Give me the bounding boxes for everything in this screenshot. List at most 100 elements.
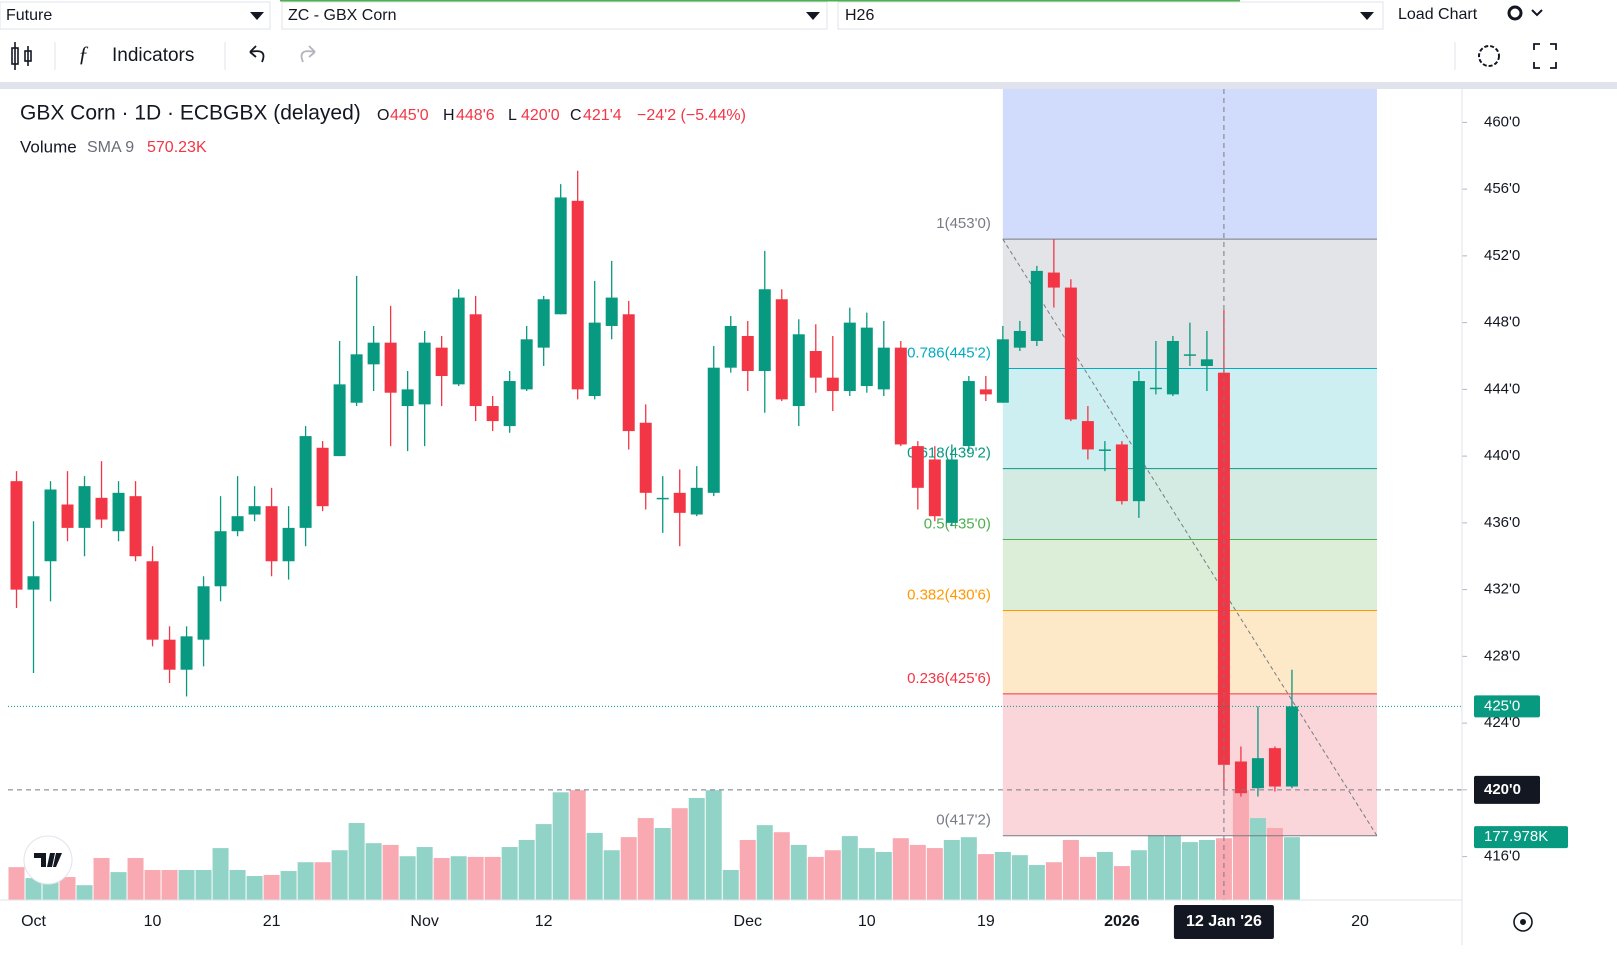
candle-body	[231, 516, 244, 532]
x-tick-label: 2026	[1104, 913, 1140, 930]
volume-bar	[1147, 835, 1164, 900]
volume-label-box	[1474, 826, 1568, 849]
candle-body	[1149, 387, 1162, 390]
fib-label: 0.236(425'6)	[907, 670, 991, 687]
settings-small-icon[interactable]	[1507, 5, 1543, 21]
candle-body	[1115, 444, 1128, 502]
x-tick-label: Oct	[21, 913, 46, 930]
crosshair-price-label: 420'0	[1484, 781, 1521, 798]
candle-body	[928, 459, 941, 517]
fib-extension-zone	[1002, 89, 1377, 240]
candle-body	[129, 496, 142, 557]
candle-body	[1013, 330, 1026, 348]
candle-body	[1064, 287, 1077, 420]
volume-bar	[127, 857, 144, 900]
time-settings-icon[interactable]	[1513, 912, 1533, 932]
volume-bar	[790, 844, 807, 900]
crosshair-date-box	[1173, 905, 1274, 939]
volume-bar	[535, 824, 552, 900]
candle-body	[95, 497, 108, 520]
fib-zone	[1002, 610, 1377, 694]
chart-type-icon[interactable]	[11, 42, 32, 70]
candle-body	[10, 481, 23, 590]
candle-body	[707, 367, 720, 493]
fullscreen-button[interactable]	[1533, 43, 1557, 69]
symbol-select[interactable]	[281, 1, 828, 30]
candle-body	[894, 347, 907, 445]
volume-bar	[450, 856, 467, 900]
fib-zone	[1002, 693, 1377, 836]
volume-bar	[705, 790, 722, 900]
volume-bar	[110, 872, 127, 900]
ohlc-legend: O 445'0 H 448'6 L 420'0 C 421'4	[377, 107, 622, 124]
crosshair-price-box	[1474, 775, 1540, 804]
undo-button[interactable]	[249, 45, 265, 63]
ohlc-value: 421'4	[583, 107, 622, 124]
candle-body	[27, 576, 40, 590]
volume-bar	[8, 867, 25, 900]
volume-bar	[1283, 837, 1300, 900]
x-tick-label: 10	[858, 913, 876, 930]
candle-body	[622, 314, 635, 432]
volume-bar	[59, 877, 76, 900]
y-tick-label: 444'0	[1484, 380, 1520, 397]
symbol-type-select[interactable]	[0, 1, 271, 30]
ohlc-key: C	[570, 107, 582, 124]
volume-bar	[229, 869, 246, 900]
candle-body	[503, 381, 516, 427]
fx-icon: ƒ	[78, 41, 89, 66]
settings-button[interactable]	[1478, 45, 1500, 67]
candle-body	[775, 299, 788, 400]
volume-bar	[144, 869, 161, 900]
volume-bar	[1266, 827, 1283, 900]
toolbar-divider	[0, 82, 1617, 89]
candle-body	[673, 492, 686, 513]
volume-bar	[467, 856, 484, 900]
y-tick-label: 448'0	[1484, 314, 1520, 331]
plot: 1(453'0) 0.786(445'2) 0.618(439'2) 0.5(435'…	[8, 89, 1467, 900]
volume-bar	[280, 871, 297, 900]
volume-bar	[76, 885, 93, 900]
x-tick-label: Nov	[410, 913, 438, 930]
candle-body	[605, 297, 618, 326]
candle-body	[554, 197, 567, 315]
redo-button[interactable]	[300, 45, 316, 63]
volume-bar	[654, 827, 671, 900]
y-tick-label: 460'0	[1484, 113, 1520, 130]
x-tick-label: Dec	[734, 913, 762, 930]
volume-bar	[484, 856, 501, 900]
ohlc-key: H	[443, 107, 455, 124]
volume-bar	[620, 837, 637, 900]
load-chart-button[interactable]: Load Chart	[1398, 6, 1478, 23]
candle-body	[61, 504, 74, 528]
volume-bar	[416, 847, 433, 900]
volume-sma: 570.23K	[147, 139, 207, 156]
candle-body	[112, 492, 125, 532]
volume-bar	[586, 832, 603, 900]
contract-select[interactable]	[837, 1, 1384, 30]
candle-body	[1200, 359, 1213, 367]
volume-bar	[1079, 856, 1096, 900]
volume-bar	[1113, 866, 1130, 900]
candle-body	[248, 506, 261, 515]
candle-body	[452, 297, 465, 385]
candle-body	[367, 342, 380, 365]
candle-body	[401, 389, 414, 407]
volume-bar	[161, 869, 178, 900]
dropdown-arrow	[1360, 12, 1374, 20]
volume-bar	[297, 862, 314, 900]
volume-bar	[1198, 839, 1215, 900]
ohlc-key: L	[508, 107, 517, 124]
candle-body	[1081, 421, 1094, 450]
x-tick-label: 10	[144, 913, 162, 930]
volume-bar	[1215, 838, 1232, 900]
volume-bar	[331, 850, 348, 900]
candle-body	[911, 446, 924, 488]
volume-bar	[807, 856, 824, 900]
indicators-button[interactable]: Indicators	[112, 45, 194, 66]
volume-bar	[569, 790, 586, 900]
volume-bar	[960, 837, 977, 900]
volume-bar	[773, 832, 790, 900]
candle-body	[520, 339, 533, 390]
